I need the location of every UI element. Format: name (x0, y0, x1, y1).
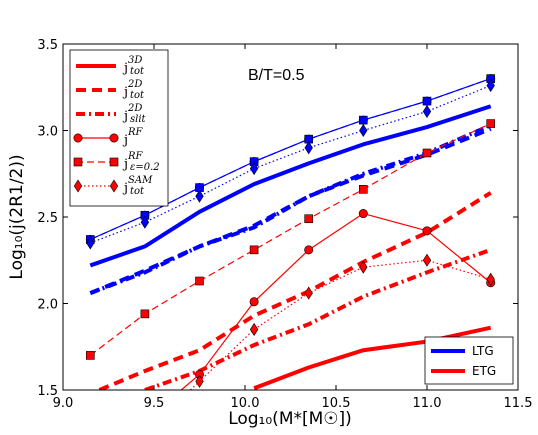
series-layer (85, 74, 496, 390)
y-tick-label: 1.5 (37, 384, 58, 399)
y-tick-label: 2.5 (37, 211, 58, 226)
legend-label: j3D tot (122, 55, 145, 77)
point-etg-diamond (195, 374, 204, 388)
point-etg-circle (304, 245, 314, 255)
legend-marker (73, 179, 83, 193)
point-ltg-diamond (249, 161, 259, 176)
x-tick-label: 11.5 (504, 396, 533, 411)
point-etg-circle (358, 209, 368, 219)
legend-type: LTG ETG (424, 336, 514, 385)
point-etg-square (486, 119, 496, 128)
y-tick-label: 2.0 (37, 298, 58, 313)
point-etg-diamond (249, 322, 259, 337)
legend-marker (109, 133, 119, 143)
series-etg-dashed-thick (98, 191, 492, 390)
y-tick-label: 3.5 (37, 38, 58, 53)
point-etg-circle (249, 297, 259, 307)
legend-label: j2D slit (122, 103, 147, 125)
y-axis-label: Log₁₀(j(2R1/2)) (7, 154, 27, 279)
point-etg-square (304, 214, 314, 224)
legend-label: jSAM tot (122, 175, 153, 197)
series-ltg-dashed-square (90, 78, 491, 241)
point-ltg-diamond (359, 123, 368, 138)
legend-marker (73, 133, 83, 143)
x-tick-label: 10.0 (231, 396, 260, 411)
point-ltg-diamond (304, 141, 313, 155)
point-ltg-diamond (140, 215, 150, 229)
point-ltg-diamond (422, 104, 432, 119)
legend-label: jRF (122, 127, 144, 148)
point-etg-square (195, 276, 204, 286)
x-axis-label: Log₁₀(M*[M☉]) (228, 409, 352, 429)
legend-label: jRF ε=0.2 (122, 151, 160, 173)
legend-label: j2D tot (122, 79, 145, 101)
series-ltg-dotted-diamond (90, 84, 491, 244)
series-etg-dashed-square (89, 123, 491, 356)
x-tick-label: 10.5 (322, 396, 351, 411)
point-etg-circle (422, 226, 432, 236)
point-ltg-square (358, 115, 368, 125)
point-ltg-diamond (195, 189, 204, 203)
legend-marker (73, 157, 83, 167)
x-tick-label: 9.5 (144, 396, 165, 411)
legend-label: ETG (472, 364, 496, 378)
bt-annotation: B/T=0.5 (248, 67, 305, 84)
legend-marker (109, 179, 119, 193)
point-etg-square (86, 351, 95, 360)
point-etg-square (422, 148, 432, 158)
y-tick-label: 3.0 (37, 125, 58, 140)
point-etg-diamond (304, 286, 313, 300)
point-ltg-diamond (486, 78, 495, 93)
point-etg-square (249, 245, 259, 255)
ticks-layer: 9.0 9.5 10.0 10.5 11.0 11.5 1.5 2.0 2.5 3.0 3.5 (37, 38, 532, 411)
x-tick-label: 11.0 (413, 396, 442, 411)
legend-marker (109, 157, 119, 167)
point-etg-square (358, 185, 368, 194)
series-ltg-dashed-thick (89, 126, 492, 295)
point-etg-square (140, 309, 150, 319)
point-ltg-diamond (86, 236, 95, 250)
point-etg-diamond (486, 272, 495, 286)
point-etg-diamond (422, 253, 432, 267)
x-tick-label: 9.0 (53, 396, 74, 411)
point-etg-diamond (359, 260, 368, 274)
series-ltg-solid-thick (89, 104, 492, 268)
point-ltg-square (422, 96, 432, 106)
legend-label: LTG (472, 344, 494, 358)
